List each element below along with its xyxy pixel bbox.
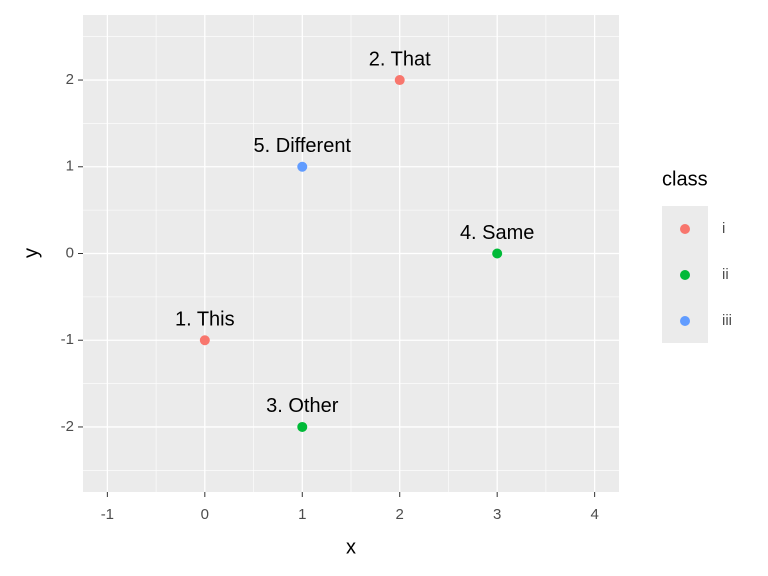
x-tick-label: 0: [201, 506, 209, 523]
x-axis-title: x: [346, 536, 356, 558]
point: [394, 75, 405, 86]
point-label: 4. Same: [460, 222, 534, 244]
point-label: 5. Different: [254, 135, 352, 157]
x-tick-label: 3: [493, 506, 501, 523]
legend-key: [680, 270, 690, 280]
point: [297, 161, 308, 172]
x-tick-label: 4: [590, 506, 598, 523]
legend-key: [680, 316, 690, 326]
legend-title: class: [662, 168, 708, 190]
y-tick-label: 2: [66, 71, 74, 88]
y-tick-label: -2: [61, 418, 74, 435]
y-tick-label: -1: [61, 331, 74, 348]
point: [492, 248, 503, 259]
point-label: 3. Other: [266, 395, 339, 417]
legend-label: iii: [722, 312, 732, 329]
x-tick-label: -1: [101, 506, 114, 523]
legend-label: i: [722, 220, 725, 237]
y-axis-title: y: [20, 248, 42, 258]
x-tick-label: 1: [298, 506, 306, 523]
y-tick-label: 1: [66, 158, 74, 175]
x-tick-label: 2: [396, 506, 404, 523]
point-label: 2. That: [369, 48, 431, 70]
y-tick-label: 0: [66, 244, 74, 261]
point-label: 1. This: [175, 309, 235, 331]
legend-key: [680, 224, 690, 234]
point: [199, 335, 210, 346]
point: [297, 421, 308, 432]
legend-label: ii: [722, 266, 729, 283]
